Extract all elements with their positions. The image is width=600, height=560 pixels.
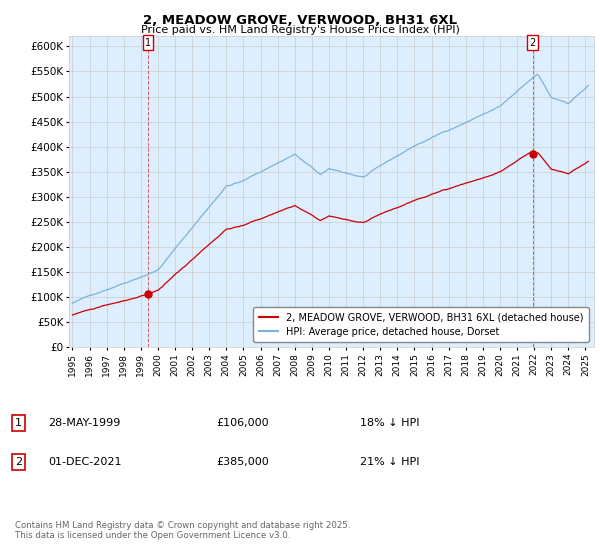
Text: 1: 1 [145, 38, 151, 48]
Text: Contains HM Land Registry data © Crown copyright and database right 2025.
This d: Contains HM Land Registry data © Crown c… [15, 521, 350, 540]
Text: 21% ↓ HPI: 21% ↓ HPI [360, 457, 419, 467]
Text: 2: 2 [15, 457, 22, 467]
Text: 1: 1 [15, 418, 22, 428]
Text: £385,000: £385,000 [216, 457, 269, 467]
Text: 2: 2 [530, 38, 536, 48]
Text: 18% ↓ HPI: 18% ↓ HPI [360, 418, 419, 428]
Text: 01-DEC-2021: 01-DEC-2021 [48, 457, 121, 467]
Text: Price paid vs. HM Land Registry's House Price Index (HPI): Price paid vs. HM Land Registry's House … [140, 25, 460, 35]
Text: £106,000: £106,000 [216, 418, 269, 428]
Text: 28-MAY-1999: 28-MAY-1999 [48, 418, 121, 428]
Legend: 2, MEADOW GROVE, VERWOOD, BH31 6XL (detached house), HPI: Average price, detache: 2, MEADOW GROVE, VERWOOD, BH31 6XL (deta… [253, 307, 589, 342]
Text: 2, MEADOW GROVE, VERWOOD, BH31 6XL: 2, MEADOW GROVE, VERWOOD, BH31 6XL [143, 14, 457, 27]
